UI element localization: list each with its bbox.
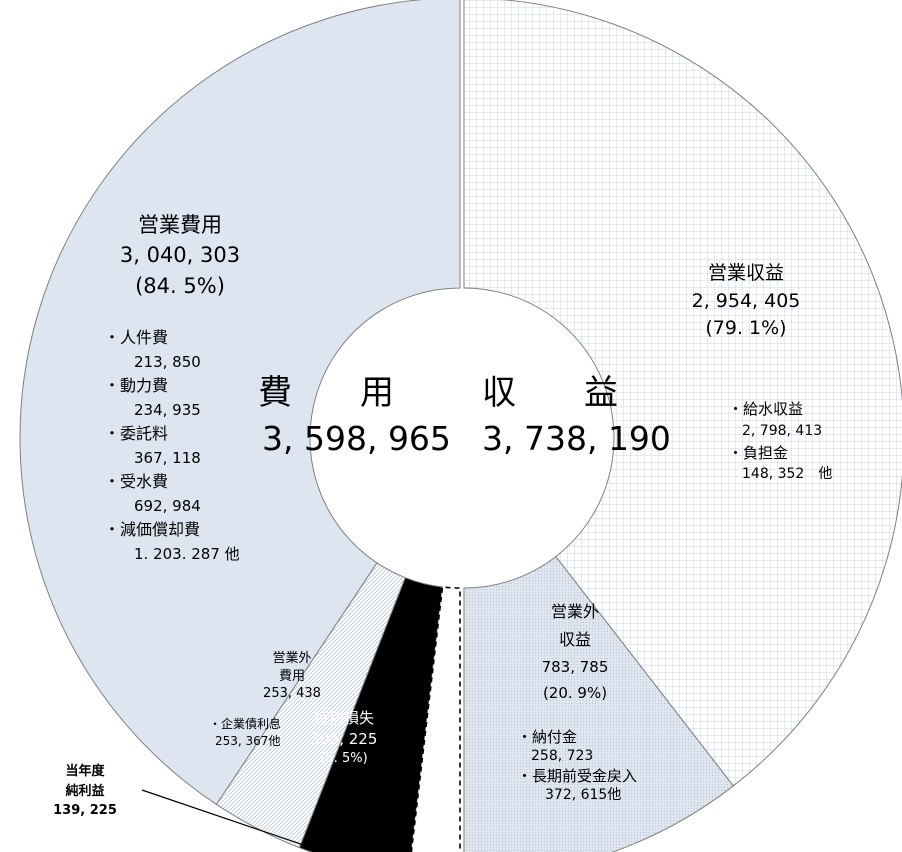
list-item-value: 2, 798, 413 xyxy=(742,422,823,439)
list-item: ・受水費 xyxy=(104,472,169,492)
non-operating-revenue-name-2: 収益 xyxy=(558,630,591,649)
operating-revenue-value: 2, 954, 405 xyxy=(691,289,801,312)
list-item-value: 148, 352 他 xyxy=(742,466,833,482)
list-item: ・負担金 xyxy=(728,443,789,462)
list-item-value: 258, 723 xyxy=(531,748,594,765)
list-item: ・給水収益 xyxy=(728,400,804,418)
non-operating-expense-name-2: 費用 xyxy=(278,668,305,684)
net-profit-line2: 純利益 xyxy=(65,783,105,799)
extraordinary-loss-name: 特別損失 xyxy=(313,709,374,727)
list-item: ・人件費 xyxy=(104,328,169,347)
list-item: ・動力費 xyxy=(104,376,169,396)
revenue-total: 3, 738, 190 xyxy=(482,419,671,458)
non-operating-revenue-percent: (20. 9%) xyxy=(542,684,608,703)
non-operating-expense-name-1: 営業外 xyxy=(272,651,312,666)
list-item: ・納付金 xyxy=(517,728,578,746)
revenue-title: 収 益 xyxy=(482,373,618,413)
list-item: ・長期前受金戻入 xyxy=(517,767,638,786)
extraordinary-loss-label: 特別損失 305, 225 (8. 5%) xyxy=(304,708,384,768)
operating-revenue-items: ・給水収益 2, 798, 413 ・負担金 148, 352 他 xyxy=(728,398,832,485)
operating-revenue-name: 営業収益 xyxy=(707,262,784,284)
non-operating-revenue-value: 783, 785 xyxy=(541,658,609,676)
non-operating-revenue-items: ・納付金 258, 723 ・長期前受金戻入 372, 615他 xyxy=(517,727,637,805)
expense-half xyxy=(19,0,461,852)
list-item-value: 213, 850 xyxy=(134,352,201,371)
list-item-value: 234, 935 xyxy=(134,400,201,419)
list-item-value: 692, 984 xyxy=(134,496,201,515)
operating-expense-items: ・人件費 213, 850 ・動力費 234, 935 ・委託料 367, 11… xyxy=(104,326,240,566)
list-item-value: 1. 203. 287 他 xyxy=(134,544,240,563)
net-profit-leader-line xyxy=(141,789,327,852)
extraordinary-loss-value: 305, 225 xyxy=(310,730,378,748)
net-profit-line1: 当年度 xyxy=(65,764,105,779)
list-item: ・減価償却費 xyxy=(104,520,201,540)
extraordinary-loss-percent: (8. 5%) xyxy=(320,751,368,766)
non-operating-revenue-name-1: 営業外 xyxy=(550,602,599,621)
slice-non-operating-revenue xyxy=(463,555,735,852)
slice-extraordinary-loss xyxy=(298,577,444,852)
operating-revenue-label: 営業収益 2, 954, 405 (79. 1%) xyxy=(666,260,826,343)
list-item-value: 367, 118 xyxy=(134,448,201,467)
list-item: ・企業債利息 xyxy=(209,717,282,731)
list-item-value: 253, 367他 xyxy=(215,734,281,749)
operating-expense-label: 営業費用 3, 040, 303 (84. 5%) xyxy=(100,210,260,301)
expense-title: 費 用 xyxy=(258,373,394,413)
slice-operating-revenue xyxy=(463,0,902,787)
list-item-value: 372, 615他 xyxy=(545,787,622,804)
chart-extras xyxy=(141,789,327,852)
expense-total: 3, 598, 965 xyxy=(262,419,451,458)
non-operating-revenue-label: 営業外 収益 783, 785 (20. 9%) xyxy=(520,598,630,707)
operating-revenue-percent: (79. 1%) xyxy=(705,317,787,340)
revenue-half xyxy=(463,0,902,852)
non-operating-expense-item: ・企業債利息 253, 367他 xyxy=(209,716,281,751)
slice-net-profit xyxy=(410,586,461,852)
non-operating-expense-value: 253, 438 xyxy=(263,686,321,702)
list-item: ・委託料 xyxy=(104,424,169,444)
operating-expense-percent: (84. 5%) xyxy=(135,273,225,298)
operating-expense-value: 3, 040, 303 xyxy=(119,243,241,268)
operating-expense-name: 営業費用 xyxy=(138,213,222,237)
non-operating-expense-label: 営業外 費用 253, 438 xyxy=(262,650,322,703)
net-profit-label: 当年度 純利益 139, 225 xyxy=(50,762,120,821)
net-profit-value: 139, 225 xyxy=(53,803,117,818)
